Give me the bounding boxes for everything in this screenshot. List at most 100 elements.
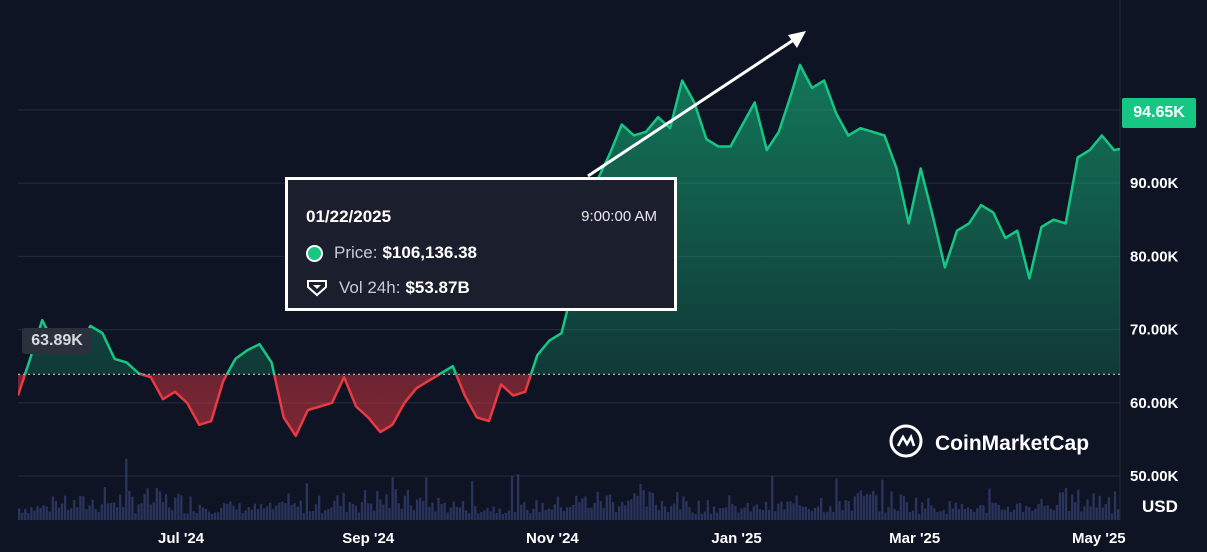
volume-bar bbox=[541, 502, 544, 520]
volume-bar bbox=[177, 493, 180, 520]
volume-bar bbox=[348, 502, 351, 520]
volume-bar bbox=[584, 496, 587, 520]
volume-bar bbox=[198, 504, 201, 520]
volume-bar bbox=[174, 497, 177, 520]
volume-bar bbox=[651, 492, 654, 520]
volume-bar bbox=[982, 505, 985, 520]
volume-bar bbox=[1080, 511, 1083, 520]
volume-bar bbox=[21, 512, 24, 520]
coinmarketcap-logo-icon bbox=[889, 424, 923, 458]
volume-bar bbox=[523, 502, 526, 520]
volume-bars bbox=[18, 458, 1120, 520]
volume-bar bbox=[311, 511, 315, 520]
volume-bar bbox=[91, 499, 94, 520]
volume-bar bbox=[703, 511, 706, 520]
volume-bar bbox=[379, 499, 382, 520]
volume-bar bbox=[973, 512, 976, 520]
volume-bar bbox=[483, 510, 486, 520]
volume-bar bbox=[351, 503, 354, 520]
volume-bar bbox=[314, 504, 318, 520]
volume-bar bbox=[939, 511, 942, 520]
volume-bar bbox=[235, 509, 238, 520]
volume-bar bbox=[183, 513, 186, 520]
volume-bar bbox=[520, 504, 523, 520]
volume-bar bbox=[614, 512, 618, 520]
volume-bar bbox=[278, 502, 281, 520]
volume-bar bbox=[722, 508, 725, 520]
volume-bar bbox=[302, 513, 305, 520]
volume-bar bbox=[556, 496, 560, 520]
volume-bar bbox=[452, 501, 455, 520]
volume-bar bbox=[865, 493, 869, 520]
volume-bar bbox=[829, 505, 832, 520]
volume-bar bbox=[700, 513, 703, 520]
volume-bar bbox=[1101, 507, 1104, 520]
current-price-badge: 94.65K bbox=[1122, 98, 1196, 128]
volume-bar bbox=[575, 495, 578, 520]
volume-bar bbox=[1077, 489, 1080, 520]
volume-bar bbox=[45, 506, 48, 520]
volume-bar bbox=[994, 503, 997, 520]
volume-bar bbox=[581, 498, 584, 520]
volume-bar bbox=[1022, 511, 1025, 520]
volume-bar bbox=[480, 512, 483, 520]
volume-bar bbox=[841, 510, 844, 520]
volume-bar bbox=[1074, 502, 1077, 520]
volume-bar bbox=[1110, 513, 1114, 520]
volume-bar bbox=[232, 505, 235, 520]
volume-bar bbox=[945, 513, 948, 520]
volume-bar bbox=[48, 511, 51, 520]
volume-bar bbox=[1000, 509, 1003, 520]
volume-bar bbox=[654, 504, 658, 520]
volume-bar bbox=[596, 491, 599, 520]
volume-bar bbox=[991, 502, 994, 520]
volume-bar bbox=[88, 505, 91, 520]
below-reference-area bbox=[18, 374, 1120, 438]
volume-bar bbox=[501, 513, 504, 520]
x-tick-label: Jan '25 bbox=[711, 530, 761, 547]
volume-bar bbox=[115, 507, 119, 520]
volume-bar bbox=[569, 507, 572, 520]
volume-bar bbox=[1015, 503, 1019, 520]
volume-bar bbox=[39, 507, 42, 520]
volume-bar bbox=[275, 505, 278, 520]
volume-bar bbox=[461, 500, 465, 520]
volume-bar bbox=[1018, 502, 1022, 520]
volume-bar bbox=[446, 512, 449, 520]
volume-bar bbox=[951, 508, 954, 520]
volume-bar bbox=[884, 512, 887, 520]
tooltip-price-value: $106,136.38 bbox=[382, 243, 478, 262]
volume-bar bbox=[330, 507, 333, 520]
volume-bar bbox=[516, 474, 520, 520]
x-tick-label: Mar '25 bbox=[889, 530, 940, 547]
volume-bar bbox=[229, 501, 232, 520]
volume-bar bbox=[813, 507, 817, 520]
volume-bar bbox=[366, 503, 370, 520]
volume-bar bbox=[617, 506, 621, 520]
volume-bar bbox=[290, 504, 293, 520]
volume-bar bbox=[287, 493, 290, 520]
volume-bar bbox=[82, 496, 85, 520]
volume-bar bbox=[872, 490, 875, 520]
volume-bar bbox=[308, 511, 312, 520]
volume-bar bbox=[363, 490, 367, 520]
volume-bar bbox=[685, 501, 688, 520]
volume-bar bbox=[100, 504, 103, 520]
volume-bar bbox=[1025, 505, 1028, 520]
volume-bar bbox=[878, 511, 881, 520]
volume-bar bbox=[339, 506, 342, 520]
volume-bar bbox=[734, 506, 737, 520]
volume-bar bbox=[510, 475, 514, 520]
volume-bar bbox=[868, 494, 872, 520]
volume-bar bbox=[1113, 491, 1117, 520]
volume-bar bbox=[663, 506, 667, 520]
volume-bar bbox=[795, 495, 798, 520]
volume-bar bbox=[360, 502, 364, 520]
volume-bar bbox=[1052, 510, 1055, 520]
volume-bar bbox=[590, 507, 593, 520]
volume-bar bbox=[697, 500, 700, 520]
volume-bar bbox=[33, 510, 36, 520]
volume-bar bbox=[63, 495, 67, 520]
volume-bar bbox=[79, 496, 82, 520]
